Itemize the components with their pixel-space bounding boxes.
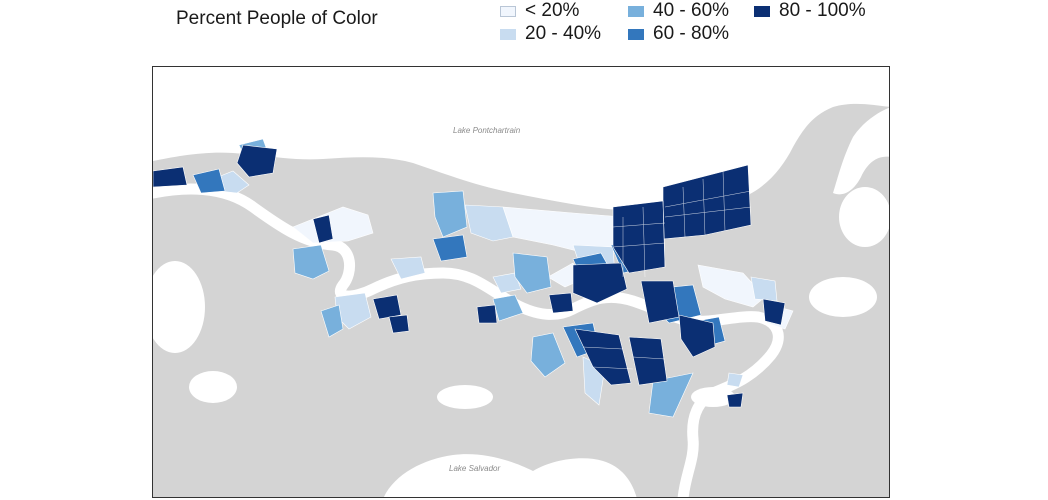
legend-item-40-60: 40 - 60% [628, 0, 729, 22]
lake-pontchartrain-label: Lake Pontchartrain [453, 126, 521, 135]
west-pond [189, 371, 237, 403]
tracts-80-100 [153, 144, 786, 408]
west-lake [153, 261, 205, 353]
lake-salvador [384, 454, 637, 497]
legend-item-under-20: < 20% [500, 0, 579, 22]
legend-item-80-100: 80 - 100% [754, 0, 866, 22]
map-canvas [153, 67, 889, 497]
east-bay [809, 277, 877, 317]
map-title: Percent People of Color [176, 8, 378, 29]
legend-swatch [500, 28, 516, 40]
legend-item-20-40: 20 - 40% [500, 23, 601, 45]
tract-boundaries [582, 170, 752, 370]
legend: < 20% 20 - 40% 40 - 60% 60 - 80% 80 - 10… [0, 0, 1048, 50]
legend-label: 20 - 40% [525, 23, 602, 44]
east-lake [839, 187, 889, 247]
legend-label: < 20% [525, 0, 580, 21]
legend-swatch [500, 5, 516, 17]
legend-label: 60 - 80% [653, 23, 730, 44]
legend-swatch [754, 5, 770, 17]
lake-salvador-label: Lake Salvador [449, 464, 501, 473]
choropleth-map[interactable]: Lake Pontchartrain Lake Salvador [152, 66, 890, 498]
legend-swatch [628, 5, 644, 17]
legend-label: 80 - 100% [779, 0, 866, 21]
legend-item-60-80: 60 - 80% [628, 23, 729, 45]
legend-label: 40 - 60% [653, 0, 730, 21]
legend-swatch [628, 28, 644, 40]
lake-pontchartrain [153, 67, 889, 212]
south-lake-1 [437, 385, 493, 409]
east-water [833, 107, 889, 195]
